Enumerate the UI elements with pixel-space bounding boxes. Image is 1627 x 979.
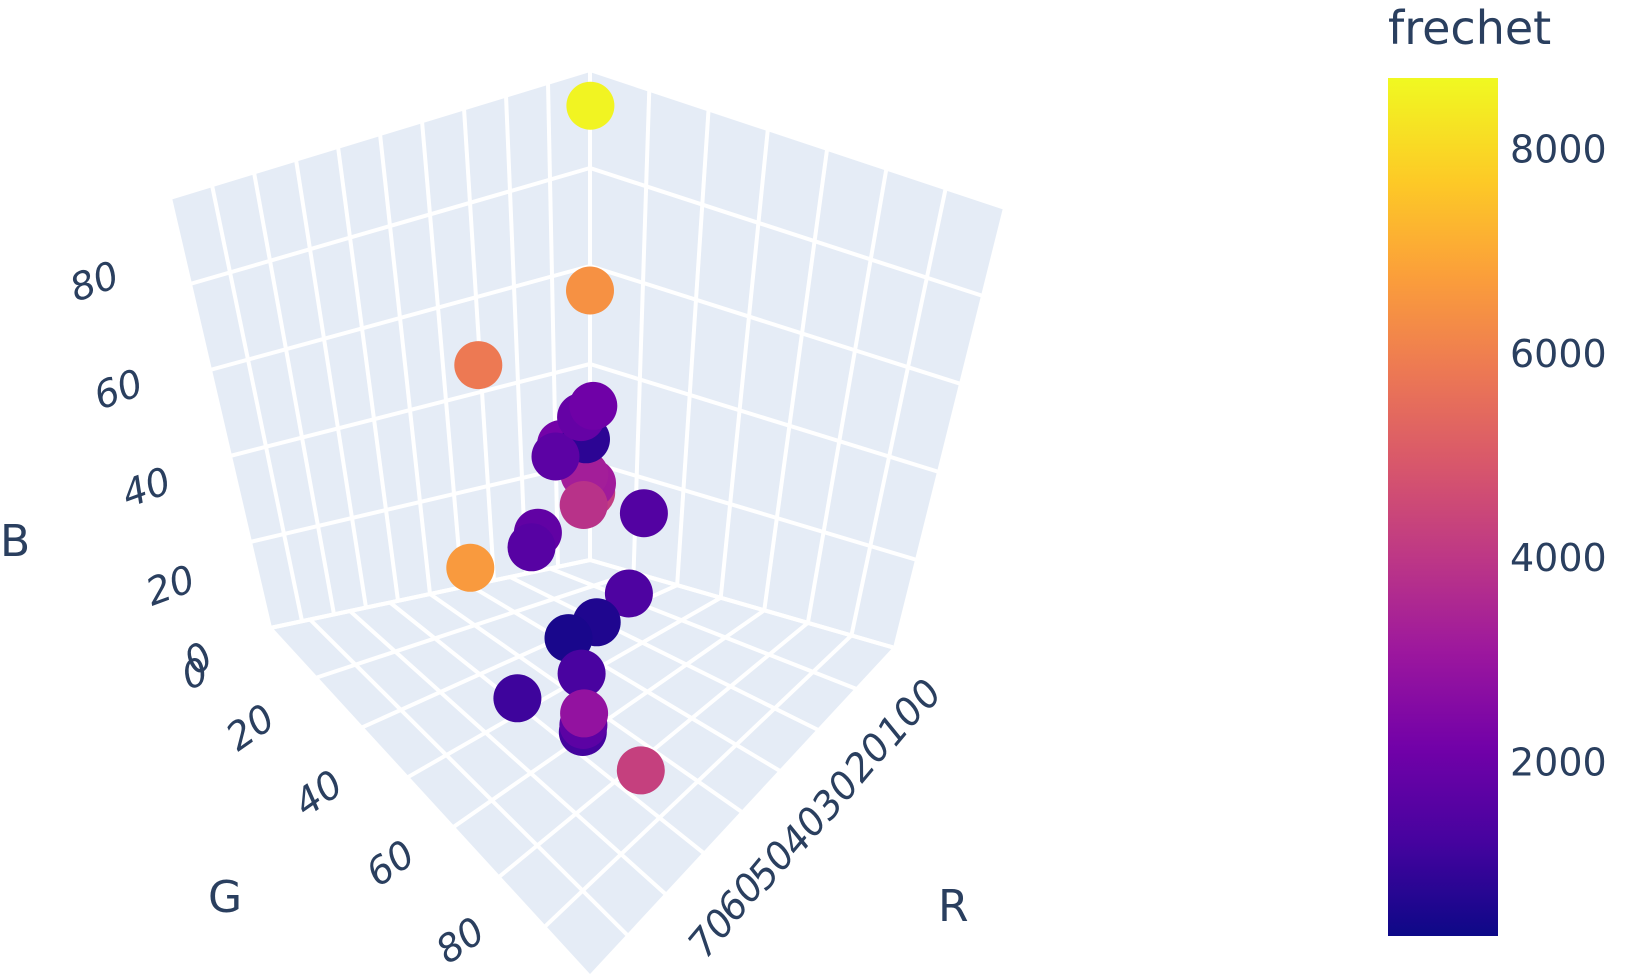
- grid-line: [589, 460, 918, 562]
- grid-line: [315, 570, 635, 680]
- grid-line: [420, 121, 464, 588]
- grid-line: [209, 264, 591, 372]
- colorbar-title: frechet: [1388, 1, 1551, 55]
- z-tick-label: 20: [140, 557, 200, 615]
- scatter-point[interactable]: [559, 481, 608, 529]
- grid-line: [388, 600, 706, 856]
- scatter-point[interactable]: [531, 432, 580, 481]
- scatter-point[interactable]: [493, 674, 542, 723]
- grid-line: [378, 133, 432, 595]
- grid-line: [542, 633, 853, 929]
- x-axis-title: R: [938, 881, 969, 932]
- grid-line: [589, 264, 962, 386]
- grid-line: [252, 172, 336, 615]
- y-tick-label: 60: [358, 832, 423, 896]
- grid-line: [348, 609, 668, 897]
- grid-line: [589, 68, 1006, 210]
- grid-line: [718, 128, 770, 598]
- grid-line: [549, 566, 858, 691]
- grid-line: [675, 109, 711, 586]
- grid-line: [893, 207, 1007, 649]
- colorbar-tick-label: 8000: [1510, 128, 1607, 172]
- grid-line: [336, 146, 400, 602]
- grid-line: [504, 95, 528, 574]
- z-tick-label: 80: [64, 253, 124, 311]
- scatter-point[interactable]: [557, 649, 606, 698]
- grid-line: [269, 558, 591, 630]
- floor: [270, 560, 895, 977]
- grid-line: [210, 184, 304, 622]
- scatter-point[interactable]: [619, 489, 668, 538]
- scatter-point[interactable]: [566, 266, 614, 315]
- grid-line: [589, 166, 984, 298]
- grid-line: [308, 618, 630, 938]
- z-axis-title: B: [0, 516, 30, 567]
- y-axis-title: G: [208, 872, 242, 923]
- grid-line: [509, 575, 820, 733]
- colorbar-tick-label: 6000: [1510, 332, 1607, 376]
- z-tick-label: 60: [88, 361, 148, 419]
- scatter-point[interactable]: [507, 523, 556, 572]
- axis-labels: B G R: [0, 516, 969, 932]
- grid-line: [189, 166, 591, 286]
- z-tick-label: 40: [116, 459, 176, 517]
- scatter-point[interactable]: [569, 381, 618, 430]
- grid-line: [546, 82, 560, 567]
- y-tick-label: 80: [428, 909, 493, 973]
- grid-line: [588, 646, 897, 979]
- y-tick-label: 20: [218, 696, 283, 760]
- grid-line: [268, 626, 592, 979]
- grid-line: [249, 460, 591, 544]
- grid-line: [294, 159, 368, 608]
- grid-line: [169, 68, 591, 200]
- grid-line: [468, 583, 782, 774]
- colorbar-tick-label: 4000: [1510, 536, 1607, 580]
- grid-line: [849, 187, 948, 636]
- scatter-point[interactable]: [604, 569, 653, 618]
- y-tick-label: 40: [286, 762, 351, 826]
- grid-line: [805, 168, 889, 624]
- scatter-point[interactable]: [560, 689, 609, 738]
- colorbar-gradient: [1388, 78, 1498, 936]
- grid-line: [168, 197, 272, 629]
- grid-line: [229, 362, 591, 458]
- grid-line: [589, 362, 940, 474]
- scatter-point[interactable]: [566, 81, 615, 130]
- colorbar-tick-label: 2000: [1510, 740, 1607, 784]
- scatter-point[interactable]: [454, 341, 503, 390]
- grid-line: [762, 148, 830, 611]
- grid-line: [451, 608, 766, 830]
- scatter-point[interactable]: [616, 746, 665, 795]
- scatter-point[interactable]: [446, 543, 495, 592]
- colorbar: frechet 2000 4000 6000 8000: [1388, 1, 1607, 936]
